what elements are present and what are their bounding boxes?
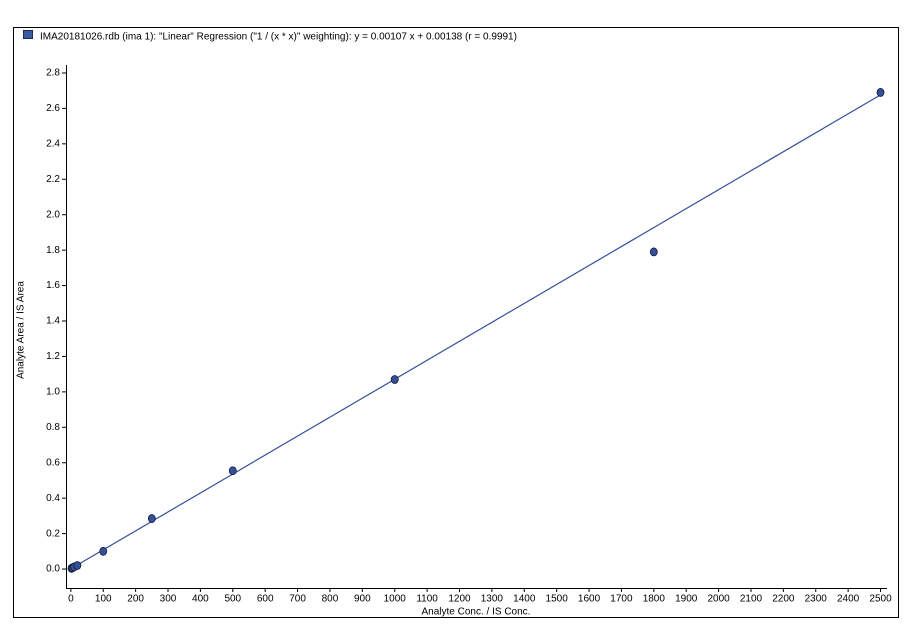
x-tick-label: 2100 — [740, 594, 763, 605]
x-tick-label: 300 — [160, 594, 177, 605]
x-tick-label: 600 — [257, 594, 274, 605]
x-tick-label: 200 — [127, 594, 144, 605]
legend-label: IMA20181026.rdb (ima 1): "Linear" Regres… — [40, 32, 517, 43]
x-tick-label: 2200 — [772, 594, 795, 605]
chart-frame — [13, 27, 899, 618]
data-point — [649, 247, 658, 257]
y-tick-label: 0.2 — [46, 528, 60, 539]
data-point — [73, 561, 82, 570]
y-tick-label: 2.4 — [46, 138, 60, 149]
x-tick-label: 1800 — [643, 594, 666, 605]
y-axis-label: Analyte Area / IS Area — [16, 281, 27, 379]
x-tick-label: 2000 — [707, 594, 730, 605]
y-tick-label: 0.4 — [46, 493, 60, 504]
x-tick-label: 2300 — [805, 594, 828, 605]
regression-line — [71, 94, 881, 569]
x-tick-label: 2400 — [837, 594, 860, 605]
x-axis-label: Analyte Conc. / IS Conc. — [422, 607, 531, 618]
x-tick-label: 800 — [322, 594, 339, 605]
y-tick-label: 2.0 — [46, 209, 60, 220]
x-tick-label: 900 — [354, 594, 371, 605]
x-tick-label: 2500 — [869, 594, 892, 605]
y-tick-label: 0.6 — [46, 457, 60, 468]
x-tick-label: 400 — [192, 594, 209, 605]
y-tick-label: 1.8 — [46, 245, 60, 256]
legend-marker — [23, 30, 33, 39]
y-tick-label: 1.4 — [46, 316, 60, 327]
y-tick-label: 2.2 — [46, 174, 60, 185]
data-point — [390, 375, 399, 384]
y-tick-label: 0.0 — [46, 564, 60, 575]
x-tick-label: 1500 — [546, 594, 569, 605]
x-tick-label: 1900 — [675, 594, 698, 605]
y-tick-label: 1.0 — [46, 387, 60, 398]
data-point — [99, 546, 108, 556]
data-point — [147, 514, 156, 523]
y-tick-label: 2.6 — [46, 103, 60, 114]
x-tick-label: 1100 — [416, 594, 438, 605]
x-tick-label: 1300 — [481, 594, 504, 605]
x-tick-label: 700 — [289, 594, 306, 605]
x-tick-label: 100 — [95, 594, 112, 605]
y-tick-label: 1.2 — [46, 351, 60, 362]
x-tick-label: 1200 — [448, 594, 471, 605]
x-tick-label: 1000 — [384, 594, 407, 605]
x-tick-label: 500 — [224, 594, 241, 605]
y-tick-label: 1.6 — [46, 280, 60, 291]
y-tick-label: 0.8 — [46, 422, 60, 433]
data-point — [228, 466, 237, 476]
x-tick-label: 1700 — [610, 594, 633, 605]
x-tick-label: 0 — [68, 594, 74, 605]
data-point — [876, 88, 885, 97]
y-tick-label: 2.8 — [46, 68, 60, 79]
x-tick-label: 1600 — [578, 594, 601, 605]
x-tick-label: 1400 — [513, 594, 536, 605]
